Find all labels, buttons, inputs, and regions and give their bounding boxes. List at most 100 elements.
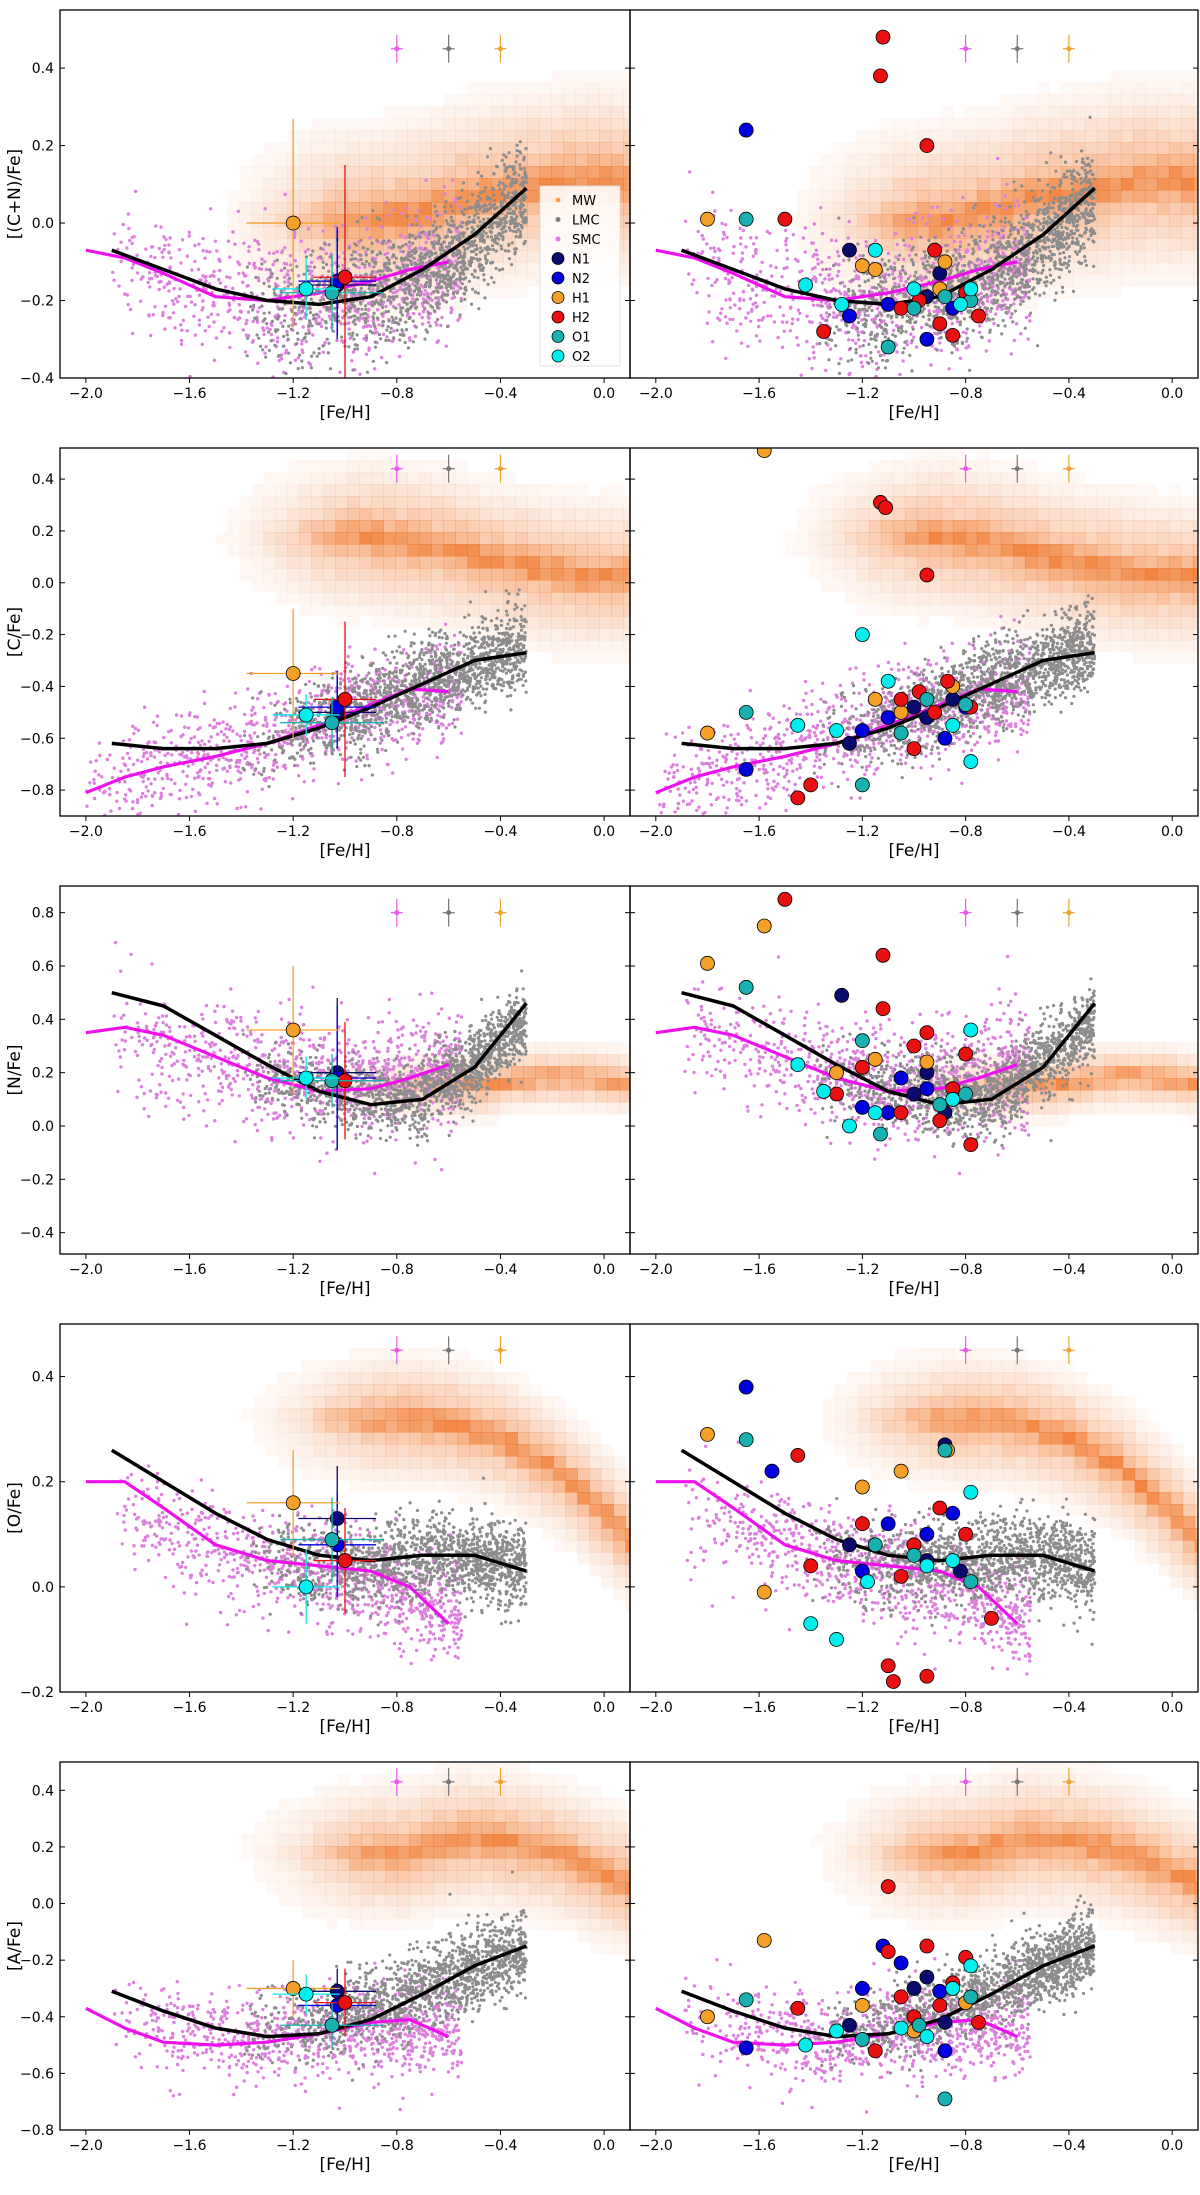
smc-star (216, 313, 220, 317)
smc-star (847, 338, 851, 342)
mw-density-cell (832, 190, 846, 203)
lmc-star (443, 293, 447, 297)
smc-star (123, 292, 127, 296)
mw-density-cell (503, 226, 516, 239)
lmc-star (884, 280, 888, 284)
mw-density-cell (844, 178, 858, 191)
lmc-star (514, 234, 518, 239)
lmc-star (447, 265, 451, 269)
smc-star (985, 215, 989, 220)
mw-density-cell (952, 202, 966, 215)
mw-density-cell (1156, 82, 1170, 95)
lmc-star (410, 250, 414, 254)
lmc-star (401, 333, 405, 338)
smc-star (193, 303, 197, 307)
lmc-star (867, 361, 871, 365)
lmc-star (1049, 281, 1053, 285)
lmc-star (485, 248, 489, 252)
lmc-star (337, 319, 341, 323)
smc-star (153, 255, 157, 260)
mw-density-cell (1192, 82, 1198, 95)
mw-density-cell (1180, 250, 1194, 263)
lmc-star (365, 336, 369, 340)
lmc-star (921, 315, 925, 319)
smc-star (907, 244, 911, 248)
mw-density-cell (299, 130, 312, 143)
smc-star (1001, 299, 1005, 303)
lmc-star (1065, 169, 1069, 173)
smc-star (761, 288, 765, 292)
lmc-star (359, 313, 363, 317)
lmc-star (463, 261, 467, 265)
smc-star (864, 244, 869, 248)
lmc-star (364, 304, 368, 308)
lmc-star (442, 240, 446, 244)
mw-density-cell (1012, 106, 1026, 119)
lmc-star (993, 249, 997, 253)
lmc-star (460, 268, 464, 272)
mw-density-cell (395, 106, 408, 119)
smc-star (774, 265, 778, 270)
mw-density-cell (455, 130, 468, 143)
smc-star (228, 345, 232, 350)
mw-density-cell (419, 154, 432, 167)
lmc-star (367, 287, 371, 291)
mw-density-cell (964, 154, 978, 167)
smc-star (358, 316, 362, 320)
lmc-star (477, 264, 481, 269)
lmc-star (441, 298, 445, 302)
smc-star (749, 319, 753, 323)
lmc-star (508, 207, 512, 211)
lmc-star (373, 324, 377, 328)
lmc-star (479, 197, 483, 201)
lmc-star (1067, 259, 1071, 263)
lmc-star (1061, 285, 1065, 289)
smc-star (950, 321, 954, 326)
lmc-star (1024, 290, 1028, 294)
mw-density-cell (311, 262, 324, 275)
mw-density-cell (1120, 70, 1134, 83)
lmc-star (480, 263, 484, 267)
mw-density-cell (239, 250, 252, 263)
smc-star (772, 294, 777, 298)
lmc-star (372, 322, 376, 326)
x-tick-label: −1.2 (276, 386, 310, 402)
lmc-star (490, 244, 495, 248)
mw-density-cell (275, 154, 288, 167)
lmc-star (379, 298, 383, 302)
smc-star (953, 263, 957, 267)
mw-density-cell (964, 178, 978, 191)
lmc-star (504, 166, 508, 170)
lmc-star (370, 258, 374, 262)
smc-star (712, 256, 716, 260)
smc-star (765, 314, 770, 318)
smc-star (742, 298, 746, 302)
smc-star (296, 356, 300, 360)
lmc-star (351, 320, 355, 324)
smc-star (147, 314, 151, 318)
lmc-star (392, 336, 396, 340)
lmc-star (514, 247, 519, 251)
lmc-star (445, 325, 450, 329)
mw-density-cell (1024, 298, 1038, 311)
mw-density-cell (1024, 130, 1038, 143)
mw-density-cell (880, 178, 894, 191)
lmc-star (392, 261, 396, 265)
lmc-star (818, 342, 822, 346)
lmc-star (1084, 221, 1088, 225)
smc-star (812, 350, 816, 355)
lmc-star (996, 298, 1000, 303)
lmc-star (302, 304, 306, 308)
group-means (246, 118, 384, 378)
lmc-star (492, 198, 496, 203)
smc-star (293, 258, 297, 263)
lmc-star (1051, 219, 1056, 223)
mw-density-cell (347, 202, 360, 215)
lmc-star (915, 314, 919, 318)
smc-star (309, 260, 314, 265)
smc-star (178, 287, 182, 291)
smc-star (821, 267, 825, 272)
mw-density-cell (940, 190, 954, 203)
mw-density-cell (431, 154, 444, 167)
smc-star (985, 299, 990, 303)
